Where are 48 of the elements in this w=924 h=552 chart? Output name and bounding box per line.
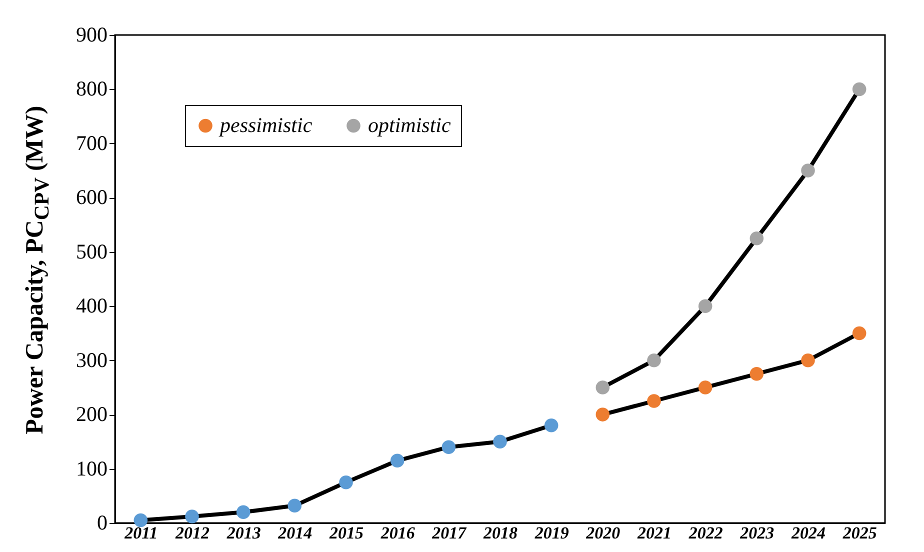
x-tick-label: 2019	[534, 524, 570, 542]
y-tick-label: 200	[76, 402, 108, 426]
point	[750, 367, 764, 381]
x-tick-label: 2018	[482, 524, 518, 542]
point	[236, 505, 250, 520]
x-tick-label: 2011	[124, 524, 158, 542]
y-tick-label: 300	[76, 348, 108, 372]
legend-label: optimistic	[368, 112, 452, 137]
x-tick-label: 2012	[174, 524, 210, 542]
x-tick-label: 2015	[328, 524, 364, 542]
point	[852, 326, 866, 340]
x-tick-label: 2016	[380, 524, 416, 542]
x-tick-label: 2017	[431, 524, 468, 542]
point	[801, 164, 815, 178]
x-tick-label: 2020	[585, 524, 621, 542]
x-tick-label: 2024	[790, 524, 826, 542]
point	[647, 394, 661, 408]
y-tick-label: 800	[76, 76, 108, 101]
point	[493, 434, 507, 449]
x-tick-label: 2021	[636, 524, 672, 542]
point	[750, 231, 764, 246]
point	[134, 513, 148, 528]
point	[801, 353, 815, 368]
x-tick-label: 2025	[842, 524, 878, 542]
x-tick-label: 2022	[688, 524, 724, 542]
point	[288, 498, 302, 513]
point	[647, 353, 661, 368]
y-tick-label: 400	[76, 294, 108, 318]
y-tick-label: 500	[76, 239, 108, 264]
point	[852, 82, 866, 96]
legend-label: pessimistic	[218, 112, 313, 137]
x-tick-label: 2014	[277, 524, 312, 542]
y-tick-label: 0	[97, 510, 108, 534]
point	[544, 418, 558, 432]
point	[442, 440, 456, 454]
y-tick-label: 100	[76, 456, 108, 480]
y-tick-label: 900	[76, 22, 108, 46]
x-tick-label: 2013	[226, 524, 262, 542]
point	[698, 380, 712, 394]
point	[698, 299, 712, 313]
point	[596, 380, 610, 394]
point	[596, 408, 610, 422]
point	[390, 454, 404, 468]
y-tick-label: 700	[76, 130, 108, 155]
x-tick-label: 2023	[739, 524, 775, 542]
y-tick-label: 600	[76, 185, 108, 210]
point	[185, 510, 199, 524]
point	[339, 475, 353, 490]
